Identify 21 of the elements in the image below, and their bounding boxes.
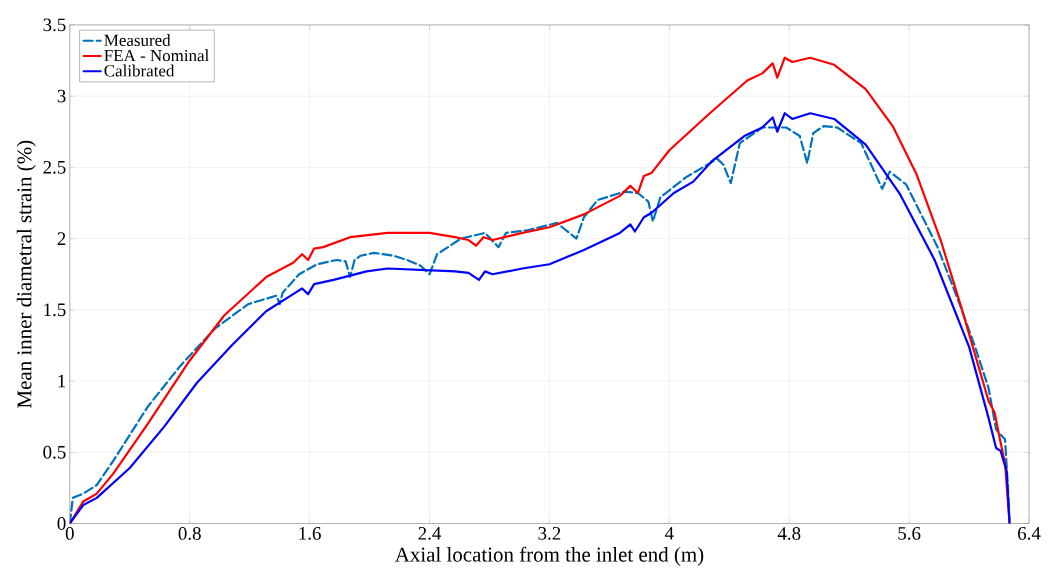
x-tick-label: 1.6 [299, 526, 321, 540]
x-tick-label: 6.4 [1018, 526, 1041, 540]
legend-label: FEA - Nominal [104, 49, 209, 62]
y-axis-title: Mean inner diametral strain (%) [16, 140, 36, 408]
x-tick-label: 2.4 [418, 526, 442, 540]
x-axis-title: Axial location from the inlet end (m) [394, 546, 704, 566]
y-tick-label: 2 [57, 232, 66, 245]
x-tick-label: 0.8 [178, 526, 201, 540]
x-tick-label: 5.6 [898, 526, 921, 540]
x-tick-label: 4 [664, 526, 674, 540]
y-tick-label: 1 [58, 374, 66, 388]
legend-label: Measured [104, 33, 171, 46]
y-tick-label: 2.5 [43, 160, 66, 174]
y-tick-label: 3 [57, 89, 66, 103]
y-tick-label: 0 [57, 516, 66, 530]
legend-label: Calibrated [104, 64, 175, 77]
x-tick-label: 4.8 [777, 526, 801, 540]
y-tick-label: 0.5 [43, 445, 66, 459]
y-tick-label: 1.5 [44, 303, 66, 317]
y-tick-label: 3.5 [43, 18, 66, 32]
x-tick-label: 3.2 [538, 526, 561, 540]
